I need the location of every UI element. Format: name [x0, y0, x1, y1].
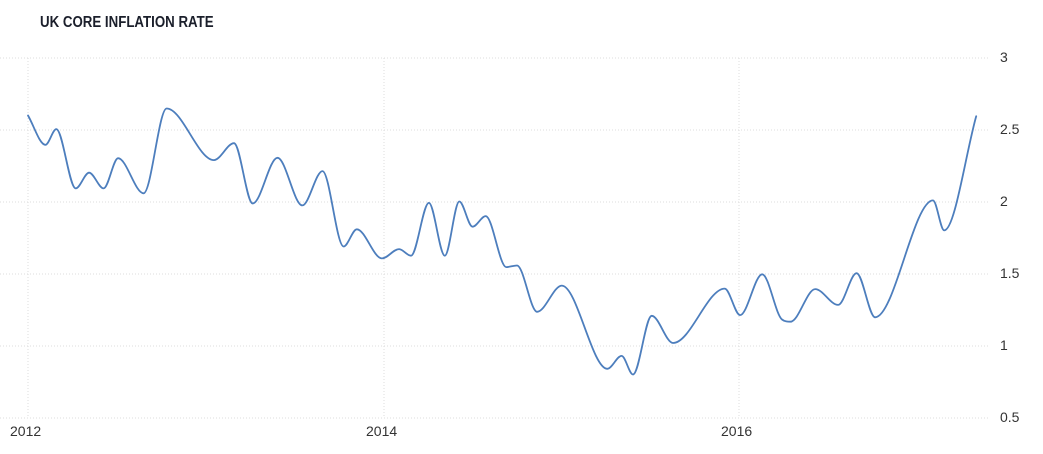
svg-text:2014: 2014 — [366, 423, 397, 439]
svg-text:2: 2 — [1000, 193, 1008, 209]
svg-text:2.5: 2.5 — [1000, 121, 1020, 137]
svg-text:3: 3 — [1000, 49, 1008, 65]
svg-text:1.5: 1.5 — [1000, 265, 1020, 281]
svg-text:2012: 2012 — [10, 423, 41, 439]
svg-text:0.5: 0.5 — [1000, 409, 1020, 425]
svg-text:1: 1 — [1000, 337, 1008, 353]
svg-text:2016: 2016 — [721, 423, 752, 439]
